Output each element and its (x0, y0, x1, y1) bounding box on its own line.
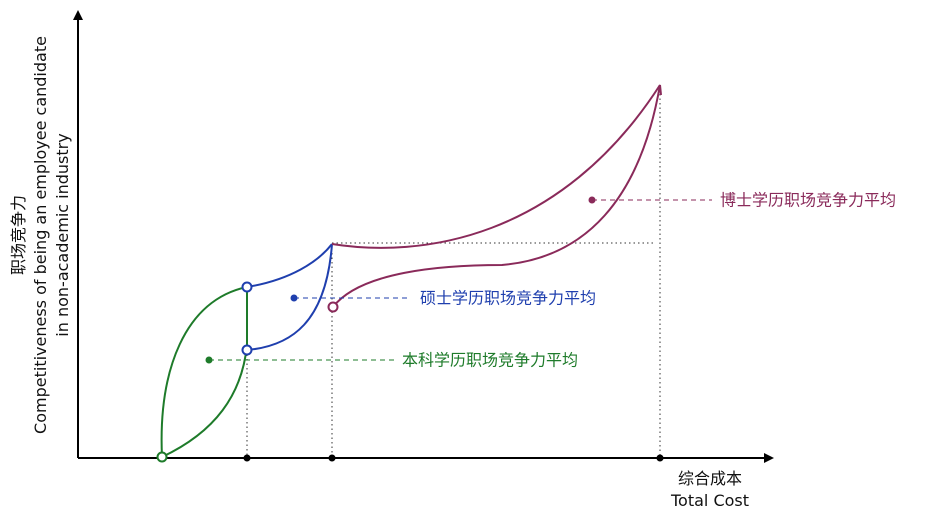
master-label: 硕士学历职场竞争力平均 (420, 289, 596, 308)
bachelor-label: 本科学历职场竞争力平均 (402, 351, 578, 370)
y-axis-label: 职场竞争力 Competitiveness of being an employ… (9, 36, 72, 434)
phd-label: 博士学历职场竞争力平均 (720, 191, 896, 210)
master-point (241, 344, 253, 356)
master-point (241, 281, 253, 293)
phd-point (327, 301, 339, 313)
axis-dot (656, 454, 664, 462)
y-label-line: in non-academic industry (53, 133, 72, 336)
axis-dot (243, 454, 251, 462)
master-region (246, 243, 333, 351)
y-label-line: Competitiveness of being an employee can… (31, 36, 50, 434)
origin-point (156, 451, 168, 463)
phd-region (331, 84, 662, 308)
axis-dot (328, 454, 336, 462)
x-label-line: 综合成本 (678, 469, 742, 488)
bachelor-region (160, 286, 248, 458)
guides (246, 85, 661, 458)
y-label-line: 职场竞争力 (9, 195, 28, 275)
x-label-line: Total Cost (670, 491, 749, 510)
